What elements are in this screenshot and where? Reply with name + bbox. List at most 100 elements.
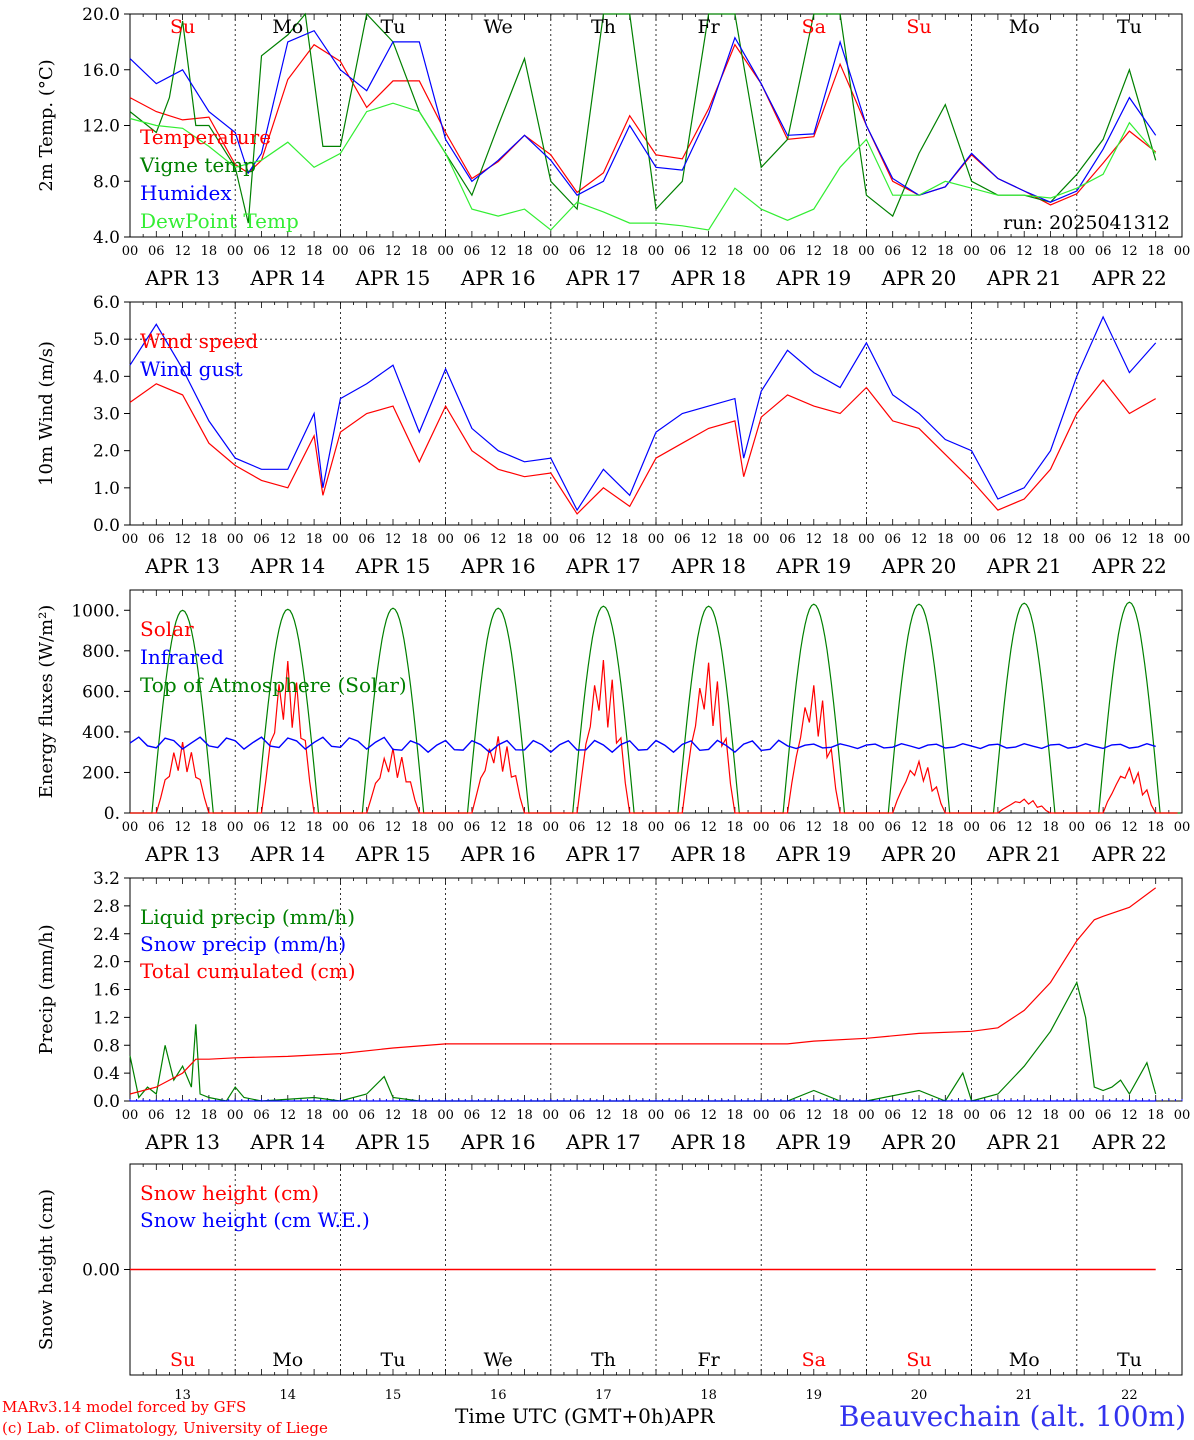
panel-0: [124, 12, 1183, 238]
day-label: APR 15: [355, 266, 431, 290]
hour-tick-label: 06: [1095, 820, 1112, 835]
series-top-of-atmosphere: [130, 601, 1180, 814]
y-tick-label: 12.0: [82, 117, 120, 137]
hour-tick-label: 06: [358, 532, 375, 547]
hour-tick-label: 06: [779, 1108, 796, 1123]
hour-tick-label: 12: [911, 532, 928, 547]
hour-tick-label: 12: [1016, 820, 1033, 835]
hour-tick-label: 12: [1016, 1108, 1033, 1123]
hour-tick-label: 00: [963, 1108, 980, 1123]
hour-tick-label: 18: [516, 1108, 533, 1123]
y-axis-label: 10m Wind (m/s): [36, 341, 57, 486]
weekday-label-bottom: Mo: [272, 1349, 303, 1371]
weekday-label: Th: [591, 16, 616, 38]
y-tick-label: 3.2: [93, 869, 120, 889]
hour-tick-label: 00: [122, 532, 139, 547]
weekday-label: We: [484, 16, 513, 38]
legend-liquid-precip-mm-h-: Liquid precip (mm/h): [140, 905, 355, 929]
y-tick-label: 2.8: [93, 897, 120, 917]
hour-tick-label: 18: [1147, 820, 1164, 835]
hour-tick-label: 06: [148, 1108, 165, 1123]
hour-tick-label: 18: [1147, 244, 1164, 259]
hour-tick-label: 18: [727, 820, 744, 835]
hour-tick-label: 12: [490, 532, 507, 547]
legend-humidex: Humidex: [140, 181, 232, 205]
hour-tick-label: 12: [806, 244, 823, 259]
y-tick-label: 16.0: [82, 61, 120, 81]
weekday-label-bottom: We: [484, 1349, 513, 1371]
hour-tick-label: 18: [727, 532, 744, 547]
hour-tick-label: 12: [700, 1108, 717, 1123]
hour-tick-label: 00: [437, 244, 454, 259]
hour-tick-label: 18: [411, 244, 428, 259]
hour-tick-label: 12: [700, 820, 717, 835]
hour-tick-label: 00: [543, 244, 560, 259]
hour-tick-label: 12: [595, 1108, 612, 1123]
hour-tick-label: 06: [1095, 1108, 1112, 1123]
hour-tick-label: 06: [358, 820, 375, 835]
day-label: APR 16: [460, 842, 536, 866]
hour-tick-label: 06: [253, 532, 270, 547]
hour-tick-label: 00: [1174, 532, 1191, 547]
hour-tick-label: 18: [1147, 532, 1164, 547]
hour-tick-label: 00: [1174, 1108, 1191, 1123]
hour-tick-label: 06: [1095, 244, 1112, 259]
legend-wind-speed: Wind speed: [140, 329, 258, 353]
legend-temperature: Temperature: [140, 125, 271, 149]
model-credit: MARv3.14 model forced by GFS: [2, 1398, 247, 1416]
hour-tick-label: 18: [201, 532, 218, 547]
series-liquid-precip-mm-h-: [129, 980, 1157, 1102]
hour-tick-label: 00: [1174, 820, 1191, 835]
series-solar: [130, 660, 1178, 814]
hour-tick-label: 00: [858, 244, 875, 259]
hour-tick-label: 00: [963, 820, 980, 835]
hour-tick-label: 00: [332, 1108, 349, 1123]
hour-tick-label: 18: [832, 244, 849, 259]
hour-tick-label: 00: [122, 1108, 139, 1123]
weekday-label-bottom: Th: [591, 1349, 616, 1371]
hour-tick-label: 06: [148, 532, 165, 547]
legend-snow-height-cm-: Snow height (cm): [140, 1181, 319, 1205]
day-label: APR 22: [1091, 842, 1167, 866]
hour-tick-label: 00: [963, 532, 980, 547]
y-axis-label: Precip (mm/h): [36, 924, 57, 1054]
day-label: APR 19: [775, 266, 851, 290]
weekday-label-bottom: Tu: [381, 1349, 406, 1371]
hour-tick-label: 12: [385, 532, 402, 547]
weekday-label: Mo: [272, 16, 303, 38]
series-infrared: [129, 736, 1156, 754]
hour-tick-label: 18: [306, 244, 323, 259]
hour-tick-label: 06: [569, 820, 586, 835]
hour-tick-label: 12: [385, 820, 402, 835]
y-axis-label: Snow height (cm): [36, 1189, 57, 1350]
hour-tick-label: 18: [1042, 820, 1059, 835]
y-tick-label: 0.8: [93, 1036, 120, 1056]
day-label: APR 14: [249, 554, 325, 578]
hour-tick-label: 00: [543, 1108, 560, 1123]
hour-tick-label: 06: [674, 532, 691, 547]
hour-tick-label: 18: [1147, 1108, 1164, 1123]
day-label: APR 16: [460, 554, 536, 578]
lab-credit: (c) Lab. of Climatology, University of L…: [2, 1419, 328, 1437]
hour-tick-label: 00: [227, 1108, 244, 1123]
hour-tick-label: 18: [516, 532, 533, 547]
hour-tick-label: 18: [621, 244, 638, 259]
y-tick-label: 6.0: [93, 293, 120, 313]
weekday-label-bottom: Sa: [802, 1349, 826, 1371]
day-number-label: 17: [595, 1388, 612, 1403]
day-label: APR 21: [986, 842, 1062, 866]
day-label: APR 13: [144, 1130, 220, 1154]
weekday-label-bottom: Mo: [1009, 1349, 1040, 1371]
y-axis-label: Energy fluxes (W/m²): [36, 605, 57, 799]
y-tick-label: 400.: [82, 723, 120, 743]
day-label: APR 18: [670, 554, 746, 578]
hour-tick-label: 12: [806, 532, 823, 547]
y-tick-label: 0.0: [93, 516, 120, 536]
hour-tick-label: 12: [1016, 244, 1033, 259]
hour-tick-label: 12: [280, 532, 297, 547]
day-number-label: 18: [700, 1388, 717, 1403]
y-tick-label: 2.4: [93, 925, 120, 945]
legend-solar: Solar: [140, 617, 194, 641]
y-tick-label: 1000.: [71, 601, 120, 621]
day-label: APR 18: [670, 266, 746, 290]
